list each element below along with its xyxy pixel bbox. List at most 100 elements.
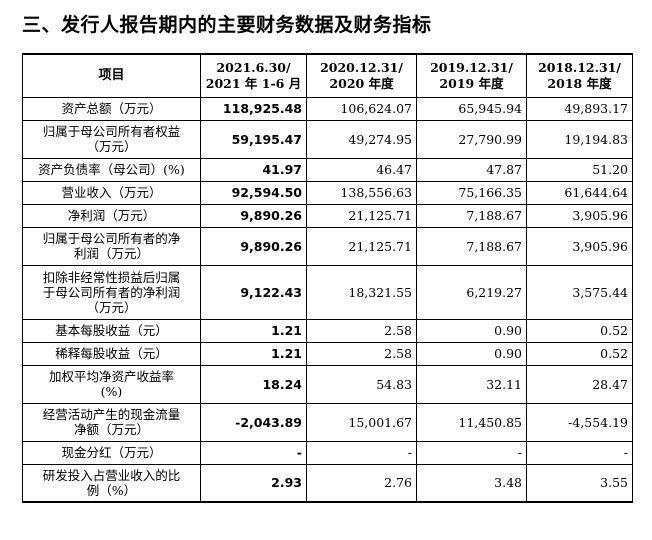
value-cell: 27,790.99 — [416, 119, 527, 159]
value-cell: 2.58 — [306, 318, 417, 343]
value-cell: 2.58 — [306, 341, 417, 366]
value-cell: 0.52 — [526, 341, 633, 366]
value-cell: 18,321.55 — [306, 264, 417, 320]
row-label: 现金分红（万元） — [22, 440, 201, 465]
row-label-line: 资产总额（万元） — [61, 101, 162, 116]
row-label: 经营活动产生的现金流量 净额（万元） — [22, 402, 201, 442]
value-cell: 41.97 — [200, 157, 307, 182]
value-cell: 138,556.63 — [306, 180, 417, 205]
table-row: 基本每股收益（元） 1.21 2.58 0.90 0.52 — [22, 318, 633, 343]
row-label-line: （万元） — [86, 299, 137, 315]
row-label-line: 现金分红（万元） — [61, 445, 162, 460]
row-label-line: 资产负债率（母公司）(%) — [38, 162, 185, 177]
value-cell: 3,575.44 — [526, 264, 633, 320]
value-cell: 3.48 — [416, 463, 527, 503]
row-label: 稀释每股收益（元） — [22, 341, 201, 366]
value-cell: 118,925.48 — [200, 96, 307, 121]
value-cell: 47.87 — [416, 157, 527, 182]
row-label-line: 归属于母公司所有者的净 — [42, 231, 181, 246]
row-label: 营业收入（万元） — [22, 180, 201, 205]
value-cell: 2.76 — [306, 463, 417, 503]
table-row: 扣除非经常性损益后归属 于母公司所有者的净利润 （万元） 9,122.43 18,321… — [22, 264, 633, 320]
period-range: 2021 年 1-6 月 — [205, 75, 302, 91]
value-cell: 7,188.67 — [416, 203, 527, 228]
value-cell: 18.24 — [200, 364, 307, 404]
value-cell: 7,188.67 — [416, 226, 527, 266]
table-row: 营业收入（万元） 92,594.50 138,556.63 75,166.35 61,6… — [22, 180, 633, 205]
value-cell: 51.20 — [526, 157, 633, 182]
value-cell: 49,274.95 — [306, 119, 417, 159]
row-label-line: 例（%） — [86, 482, 137, 498]
row-label-line: 净利润（万元） — [67, 208, 156, 223]
value-cell: 19,194.83 — [526, 119, 633, 159]
value-cell: 59,195.47 — [200, 119, 307, 159]
row-label-line: 加权平均净资产收益率 — [48, 369, 174, 384]
value-cell: 28.47 — [526, 364, 633, 404]
value-cell: 0.52 — [526, 318, 633, 343]
row-label-line: 稀释每股收益（元） — [55, 346, 168, 361]
table-row: 资产负债率（母公司）(%) 41.97 46.47 47.87 51.20 — [22, 157, 633, 182]
period-date: 2018.12.31/ — [538, 59, 621, 75]
value-cell: 75,166.35 — [416, 180, 527, 205]
value-cell: 9,890.26 — [200, 226, 307, 266]
table-row: 归属于母公司所有者的净 利润（万元） 9,890.26 21,125.71 7,188.… — [22, 226, 633, 266]
row-label-line: 研发投入占营业收入的比 — [42, 467, 181, 483]
value-cell: 3,905.96 — [526, 226, 633, 266]
table-row: 稀释每股收益（元） 1.21 2.58 0.90 0.52 — [22, 341, 633, 366]
period-date: 2019.12.31/ — [430, 59, 513, 75]
value-cell: 15,001.67 — [306, 402, 417, 442]
value-cell: 106,624.07 — [306, 96, 417, 121]
row-label: 研发投入占营业收入的比 例（%） — [22, 463, 201, 503]
value-cell: 6,219.27 — [416, 264, 527, 320]
row-label: 净利润（万元） — [22, 203, 201, 228]
row-label: 资产负债率（母公司）(%) — [22, 157, 201, 182]
table-row: 归属于母公司所有者权益 （万元） 59,195.47 49,274.95 27,790.… — [22, 119, 633, 159]
table-row: 加权平均净资产收益率 (%) 18.24 54.83 32.11 28.47 — [22, 364, 633, 404]
value-cell: -2,043.89 — [200, 402, 307, 442]
item-column-header: 项目 — [22, 53, 201, 98]
period-header: 2021.6.30/ 2021 年 1-6 月 — [200, 53, 307, 98]
value-cell: 54.83 — [306, 364, 417, 404]
row-label: 资产总额（万元） — [22, 96, 201, 121]
table-body: 资产总额（万元） 118,925.48 106,624.07 65,945.94 49,… — [22, 96, 633, 503]
section-heading: 三、发行人报告期内的主要财务数据及财务指标 — [22, 14, 432, 36]
row-label: 归属于母公司所有者权益 （万元） — [22, 119, 201, 159]
table-row: 经营活动产生的现金流量 净额（万元） -2,043.89 15,001.67 11,45… — [22, 402, 633, 442]
value-cell: 92,594.50 — [200, 180, 307, 205]
value-cell: 21,125.71 — [306, 226, 417, 266]
period-range: 2020 年度 — [329, 75, 394, 91]
row-label: 基本每股收益（元） — [22, 318, 201, 343]
period-range: 2019 年度 — [439, 75, 504, 91]
value-cell: - — [306, 440, 417, 465]
row-label-line: 于母公司所有者的净利润 — [42, 284, 181, 300]
table-row: 研发投入占营业收入的比 例（%） 2.93 2.76 3.48 3.55 — [22, 463, 633, 503]
row-label-line: 经营活动产生的现金流量 — [42, 407, 181, 422]
value-cell: 9,890.26 — [200, 203, 307, 228]
value-cell: 32.11 — [416, 364, 527, 404]
value-cell: 2.93 — [200, 463, 307, 503]
value-cell: 61,644.64 — [526, 180, 633, 205]
row-label: 归属于母公司所有者的净 利润（万元） — [22, 226, 201, 266]
value-cell: - — [526, 440, 633, 465]
value-cell: 0.90 — [416, 318, 527, 343]
row-label: 扣除非经常性损益后归属 于母公司所有者的净利润 （万元） — [22, 264, 201, 320]
row-label-line: 基本每股收益（元） — [55, 323, 168, 338]
row-label-line: 归属于母公司所有者权益 — [42, 124, 181, 139]
value-cell: 11,450.85 — [416, 402, 527, 442]
table-row: 现金分红（万元） - - - - — [22, 440, 633, 465]
row-label-line: 营业收入（万元） — [61, 185, 162, 200]
row-label-line: 利润（万元） — [73, 246, 149, 261]
value-cell: - — [416, 440, 527, 465]
period-range: 2018 年度 — [547, 75, 612, 91]
value-cell: 65,945.94 — [416, 96, 527, 121]
table-row: 净利润（万元） 9,890.26 21,125.71 7,188.67 3,905.96 — [22, 203, 633, 228]
row-label-line: 净额（万元） — [73, 422, 149, 437]
row-label-line: （万元） — [86, 139, 137, 154]
value-cell: - — [200, 440, 307, 465]
period-date: 2021.6.30/ — [216, 59, 291, 75]
row-label-line: (%) — [100, 384, 123, 399]
financial-data-table: 项目 2021.6.30/ 2021 年 1-6 月 2020.12.31/ 2… — [22, 53, 633, 503]
value-cell: 49,893.17 — [526, 96, 633, 121]
period-date: 2020.12.31/ — [320, 59, 403, 75]
row-label-line: 扣除非经常性损益后归属 — [42, 269, 181, 285]
